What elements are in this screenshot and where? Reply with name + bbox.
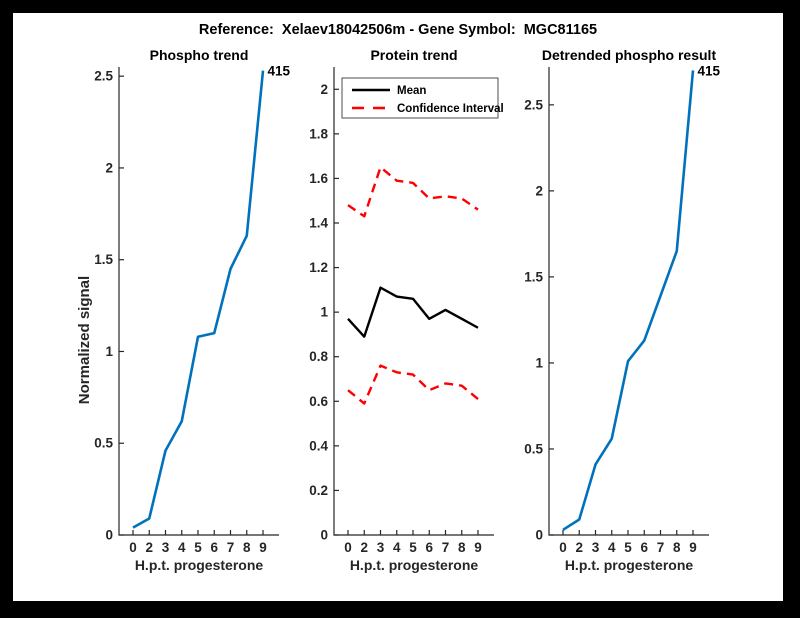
y-tick-label: 0.5 (94, 436, 113, 451)
x-tick-label: 6 (210, 540, 218, 555)
x-tick-label: 2 (360, 540, 368, 555)
x-tick-label: 0 (344, 540, 352, 555)
x-tick-label: 0 (129, 540, 137, 555)
x-tick-label: 8 (458, 540, 466, 555)
x-tick-label: 8 (673, 540, 681, 555)
series-end-annotation: 415 (698, 63, 721, 78)
y-tick-label: 2 (535, 183, 543, 198)
x-tick-label: 2 (145, 540, 153, 555)
detrended-phospho-signal-line (562, 70, 695, 531)
subplot-protein-trend: 00.20.40.60.811.21.41.61.820 2 3 4 5 6 7 8 9Prot… (309, 47, 504, 573)
y-tick-label: 1 (320, 305, 328, 320)
x-tick-label: 7 (227, 540, 235, 555)
axis-spines (548, 67, 709, 536)
series-end-annotation: 415 (268, 64, 291, 79)
x-tick-label: 6 (640, 540, 648, 555)
y-tick-label: 1.4 (309, 216, 328, 231)
y-tick-label: 2.5 (524, 97, 543, 112)
x-axis-label: H.p.t. progesterone (350, 557, 479, 573)
confidence-interval-lower-line (347, 364, 479, 405)
y-tick-label: 0.8 (309, 349, 328, 364)
legend-label: Mean (397, 85, 426, 97)
y-tick-label: 1.5 (94, 252, 113, 267)
y-tick-label: 1.8 (309, 126, 328, 141)
x-tick-label: 4 (608, 540, 616, 555)
x-tick-label: 5 (409, 540, 417, 555)
y-axis-label: Normalized signal (76, 276, 93, 404)
x-tick-label: 6 (425, 540, 433, 555)
y-tick-label: 0 (105, 528, 113, 543)
y-tick-label: 0.2 (309, 483, 328, 498)
y-tick-label: 0 (320, 528, 328, 543)
subplot-title: Phospho trend (150, 47, 249, 63)
y-tick-label: 2.5 (94, 69, 113, 84)
y-tick-label: 1.5 (524, 269, 543, 284)
x-tick-label: 5 (194, 540, 202, 555)
legend-box (341, 77, 499, 119)
y-tick-label: 0.4 (309, 438, 328, 453)
x-tick-label: 3 (592, 540, 600, 555)
phospho-signal-line (132, 70, 265, 529)
x-tick-label: 8 (243, 540, 251, 555)
x-tick-label: 9 (689, 540, 697, 555)
x-axis-label: H.p.t. progesterone (135, 557, 264, 573)
mean-line (347, 286, 479, 338)
confidence-interval-upper-line (347, 166, 479, 218)
y-tick-label: 1 (535, 355, 543, 370)
y-tick-label: 0.5 (524, 441, 543, 456)
y-tick-label: 2 (320, 82, 328, 97)
x-tick-label: 4 (393, 540, 401, 555)
legend: Mean Confidence Interval (341, 77, 504, 119)
axis-spines (118, 67, 279, 536)
legend-label: Confidence Interval (397, 103, 504, 115)
subplot-title: Protein trend (370, 47, 457, 63)
x-tick-label: 3 (377, 540, 385, 555)
x-tick-label: 2 (575, 540, 583, 555)
x-tick-label: 3 (162, 540, 170, 555)
subplot-title: Detrended phospho result (542, 47, 717, 63)
y-tick-label: 1 (105, 344, 113, 359)
y-tick-label: 2 (105, 160, 113, 175)
figure-title: Reference: Xelaev18042506m - Gene Symbol… (198, 22, 598, 38)
y-tick-label: 1.2 (309, 260, 328, 275)
x-tick-label: 4 (178, 540, 186, 555)
x-tick-label: 5 (624, 540, 632, 555)
x-axis-label: H.p.t. progesterone (565, 557, 694, 573)
y-tick-label: 0.6 (309, 394, 328, 409)
x-tick-label: 0 (559, 540, 567, 555)
y-tick-label: 0 (535, 528, 543, 543)
x-tick-label: 9 (474, 540, 482, 555)
y-tick-label: 1.6 (309, 171, 328, 186)
x-tick-label: 7 (442, 540, 450, 555)
x-tick-label: 7 (657, 540, 665, 555)
x-tick-label: 9 (259, 540, 267, 555)
